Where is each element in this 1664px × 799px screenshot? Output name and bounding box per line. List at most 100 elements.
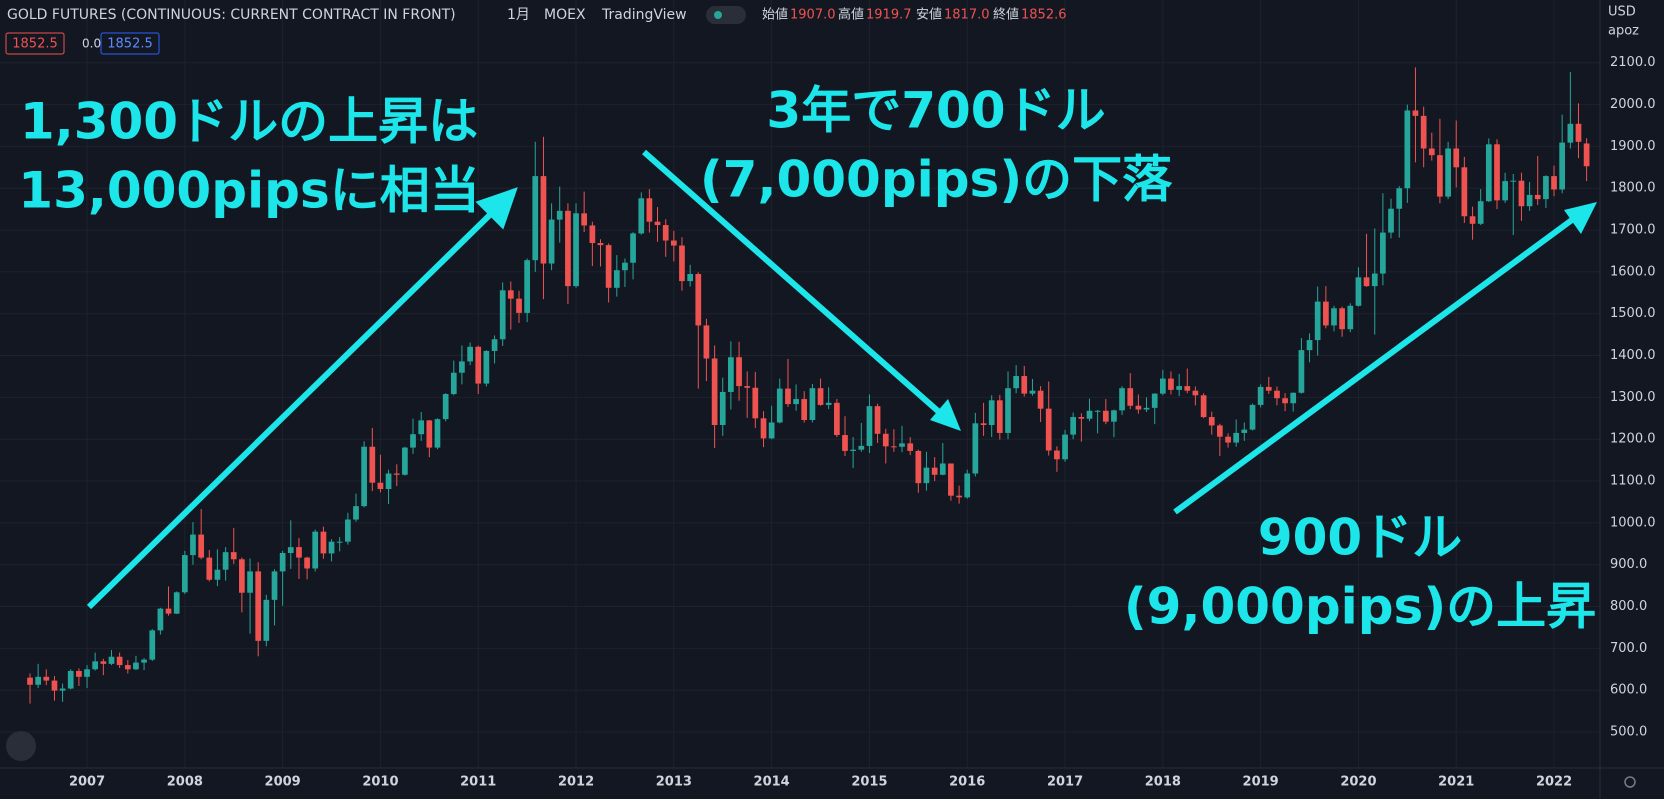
candle-body (328, 541, 335, 554)
candle-body (287, 547, 294, 553)
candle-body (1314, 301, 1321, 341)
annotation: 3年で700ドル (766, 82, 1105, 140)
candle-body (556, 210, 563, 220)
candle-body (532, 176, 539, 261)
candle-body (1347, 305, 1354, 330)
y-tick-label: 2000.0 (1610, 97, 1656, 112)
candle-body (1021, 376, 1028, 394)
candle-body (100, 661, 107, 664)
ohlc-label: 高値 (838, 7, 864, 23)
y-tick-label: 700.0 (1610, 641, 1647, 656)
candle-body (214, 569, 221, 580)
source: TradingView (601, 7, 687, 23)
ohlc-value: 1852.6 (1021, 8, 1067, 23)
candle-body (1298, 350, 1305, 393)
candle-body (442, 394, 449, 420)
x-tick-label: 2013 (656, 775, 692, 790)
annotation: 13,000pipsに相当 (18, 162, 479, 220)
candle-body (1412, 110, 1419, 116)
candle-body (1233, 432, 1240, 443)
candle-body (1363, 277, 1370, 287)
candle-body (882, 433, 889, 447)
candle-body (793, 399, 799, 405)
candle-body (255, 571, 262, 641)
candle-body (1388, 208, 1394, 233)
candle-body (222, 552, 229, 570)
candle-body (1119, 388, 1125, 411)
candle-body (646, 198, 653, 222)
candle-body (499, 290, 506, 340)
candle-body (491, 339, 498, 351)
candle-body (507, 290, 514, 299)
candle-body (76, 670, 82, 677)
candle-body (1013, 376, 1019, 389)
candle-body (907, 443, 914, 451)
candle-body (589, 225, 596, 244)
candle-body (345, 519, 351, 542)
candle-body (785, 388, 791, 405)
x-tick-label: 2020 (1340, 775, 1376, 790)
x-tick-label: 2018 (1145, 775, 1181, 790)
candle-body (239, 559, 245, 593)
scale-label[interactable]: apoz (1608, 24, 1639, 39)
candle-body (939, 463, 946, 475)
candles (27, 67, 1590, 704)
candle-body (467, 346, 473, 362)
candle-body (1551, 176, 1557, 190)
candle-body (206, 557, 213, 580)
candle-body (540, 176, 547, 264)
candle-body (1045, 408, 1052, 451)
candle-body (1070, 417, 1077, 435)
currency[interactable]: USD (1608, 5, 1636, 20)
badge (100, 32, 160, 55)
candle-body (149, 630, 156, 660)
candle-body (84, 669, 90, 677)
candle-body (402, 447, 408, 475)
candle-body (279, 552, 286, 572)
candle-body (809, 388, 816, 420)
candle-body (801, 399, 808, 420)
y-tick-label: 1800.0 (1610, 181, 1656, 196)
x-tick-label: 2016 (949, 775, 985, 790)
candle-body (1094, 410, 1101, 412)
candle-body (1469, 216, 1476, 224)
candle-body (1396, 188, 1403, 209)
candle-body (1176, 386, 1183, 390)
candle-body (1445, 148, 1451, 197)
y-tick-label: 1500.0 (1610, 306, 1656, 321)
candle-body (1005, 388, 1011, 433)
y-tick-label: 2100.0 (1610, 55, 1656, 70)
y-tick-label: 500.0 (1610, 725, 1647, 740)
status-pill[interactable] (706, 6, 746, 24)
x-tick-label: 2021 (1438, 775, 1474, 790)
candle-body (948, 463, 954, 496)
candle-body (59, 688, 66, 691)
candle-body (1404, 110, 1411, 189)
header: GOLD FUTURES (CONTINUOUS: CURRENT CONTRA… (5, 6, 1067, 55)
candle-body (247, 571, 253, 593)
candle-body (116, 656, 123, 666)
ohlc-label: 安値 (916, 7, 942, 23)
x-tick-label: 2015 (851, 775, 887, 790)
candle-body (27, 677, 33, 685)
candle-body (1111, 410, 1117, 422)
symbol-title[interactable]: GOLD FUTURES (CONTINUOUS: CURRENT CONTRA… (7, 7, 456, 23)
candle-body (1453, 148, 1460, 168)
logo[interactable] (6, 731, 36, 761)
candle-body (108, 656, 115, 664)
candle-body (1029, 390, 1036, 394)
candle-body (1217, 425, 1223, 437)
badge-text: 1852.5 (12, 37, 58, 52)
candle-body (1200, 395, 1207, 418)
candle-body (988, 400, 995, 425)
candle-body (842, 435, 848, 451)
interval[interactable]: 1月 (507, 7, 530, 23)
candle-body (1086, 410, 1093, 419)
ohlc-value: 1919.7 (866, 8, 912, 23)
candle-body (361, 446, 367, 507)
settings-icon[interactable] (1624, 776, 1636, 788)
candle-body (638, 198, 645, 234)
